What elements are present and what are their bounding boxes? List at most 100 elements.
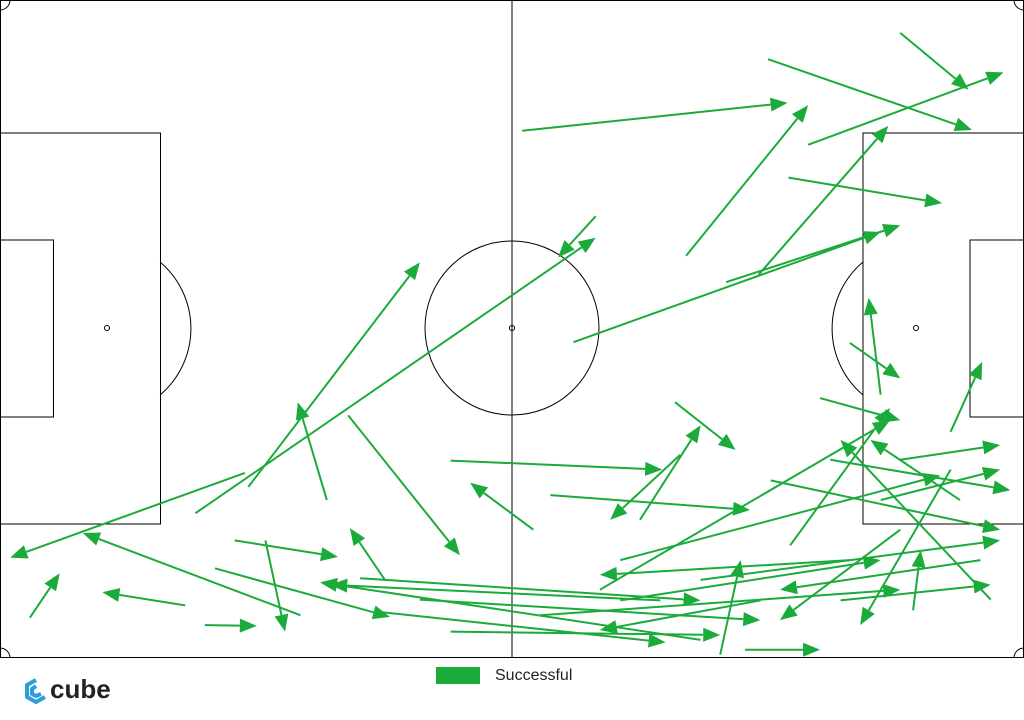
pass-line bbox=[851, 451, 992, 601]
pass-line bbox=[450, 459, 646, 470]
pass-line bbox=[796, 559, 981, 589]
pass-arrow bbox=[558, 215, 597, 258]
arrow-head bbox=[349, 528, 366, 547]
pass-line bbox=[621, 454, 681, 509]
arrow-head bbox=[803, 642, 821, 657]
logo-icon bbox=[25, 678, 46, 704]
pass-line bbox=[264, 540, 283, 616]
pass-arrow bbox=[234, 539, 338, 562]
arrow-head bbox=[779, 604, 798, 621]
arrow-head bbox=[874, 407, 891, 426]
pass-arrow bbox=[610, 454, 681, 520]
pass-arrow bbox=[620, 472, 941, 562]
pass-arrow bbox=[880, 467, 1001, 502]
pass-arrow bbox=[685, 105, 809, 257]
arrow-head bbox=[982, 519, 1001, 533]
arrow-head bbox=[320, 547, 338, 562]
pass-arrow bbox=[330, 578, 661, 602]
pass-line bbox=[899, 32, 957, 80]
pass-arrow bbox=[849, 342, 901, 379]
pass-line bbox=[869, 314, 882, 395]
arrow-head bbox=[295, 402, 310, 421]
pass-arrow bbox=[379, 610, 666, 648]
pass-line bbox=[900, 446, 984, 461]
pass-line bbox=[204, 624, 240, 627]
penalty-arc bbox=[159, 261, 192, 396]
pass-arrow bbox=[540, 583, 901, 617]
pass-arrow bbox=[860, 469, 952, 626]
pass-line bbox=[674, 401, 723, 441]
pass-arrow bbox=[674, 401, 736, 450]
pass-line bbox=[358, 541, 386, 581]
penalty-spot bbox=[104, 325, 110, 331]
pass-arrow bbox=[264, 540, 289, 632]
pass-line bbox=[347, 584, 661, 602]
arrow-head bbox=[330, 578, 348, 593]
pass-line bbox=[639, 439, 693, 521]
pass-arrow bbox=[807, 71, 1004, 146]
pass-arrow bbox=[779, 559, 981, 595]
arrow-head bbox=[599, 566, 618, 581]
pass-line bbox=[840, 585, 974, 602]
arrow-head bbox=[647, 633, 666, 648]
pass-arrow bbox=[639, 425, 701, 521]
arrow-head bbox=[239, 618, 257, 633]
pass-line bbox=[616, 559, 850, 575]
pass-line bbox=[247, 275, 411, 488]
arrow-head bbox=[862, 555, 881, 570]
passes bbox=[10, 32, 1011, 657]
pass-line bbox=[880, 472, 984, 502]
pass-arrow bbox=[247, 262, 420, 488]
pitch bbox=[0, 0, 1024, 659]
pass-line bbox=[719, 576, 739, 655]
arrow-head bbox=[102, 587, 121, 602]
pass-line bbox=[234, 539, 322, 556]
arrow-head bbox=[982, 440, 1001, 455]
arrow-head bbox=[882, 362, 901, 379]
arrow-head bbox=[973, 579, 991, 594]
pass-arrow bbox=[700, 535, 1001, 581]
pass-line bbox=[540, 589, 884, 617]
pass-arrow bbox=[900, 440, 1001, 461]
penalty-box bbox=[862, 132, 1024, 525]
pass-line bbox=[685, 117, 799, 257]
arrow-head bbox=[862, 231, 881, 245]
pass-line bbox=[119, 593, 186, 607]
pass-arrow bbox=[29, 573, 60, 619]
pass-line bbox=[620, 561, 864, 602]
pass-arrow bbox=[102, 587, 186, 607]
penalty-arc bbox=[831, 261, 864, 396]
penalty-spot bbox=[913, 325, 919, 331]
arrow-head bbox=[860, 606, 875, 626]
pass-line bbox=[620, 478, 925, 562]
pass-line bbox=[301, 418, 328, 501]
arrow-head bbox=[44, 573, 60, 592]
pass-line bbox=[568, 215, 597, 246]
pass-arrow bbox=[788, 176, 943, 208]
pass-arrow bbox=[295, 402, 328, 501]
arrow-head bbox=[443, 537, 460, 556]
pass-line bbox=[867, 469, 952, 611]
arrow-head bbox=[863, 297, 878, 316]
pass-arrow bbox=[349, 528, 386, 581]
pass-line bbox=[194, 246, 583, 515]
legend-label: Successful bbox=[495, 667, 572, 684]
corner-arcs bbox=[0, 0, 1024, 659]
arrow-head bbox=[274, 613, 289, 632]
pass-arrow bbox=[194, 237, 596, 515]
arrow-head bbox=[599, 620, 618, 634]
arrow-head bbox=[732, 501, 751, 516]
pass-arrow bbox=[470, 482, 534, 531]
arrow-head bbox=[703, 627, 721, 642]
logo-text: cube bbox=[50, 674, 111, 704]
arrow-head bbox=[577, 237, 596, 254]
logo: cube bbox=[25, 674, 111, 704]
arrow-head bbox=[769, 97, 788, 112]
arrow-head bbox=[911, 550, 926, 569]
pass-arrow bbox=[840, 579, 991, 602]
pass-arrow bbox=[863, 297, 882, 395]
pass-line bbox=[522, 103, 771, 132]
arrow-head bbox=[779, 580, 798, 595]
